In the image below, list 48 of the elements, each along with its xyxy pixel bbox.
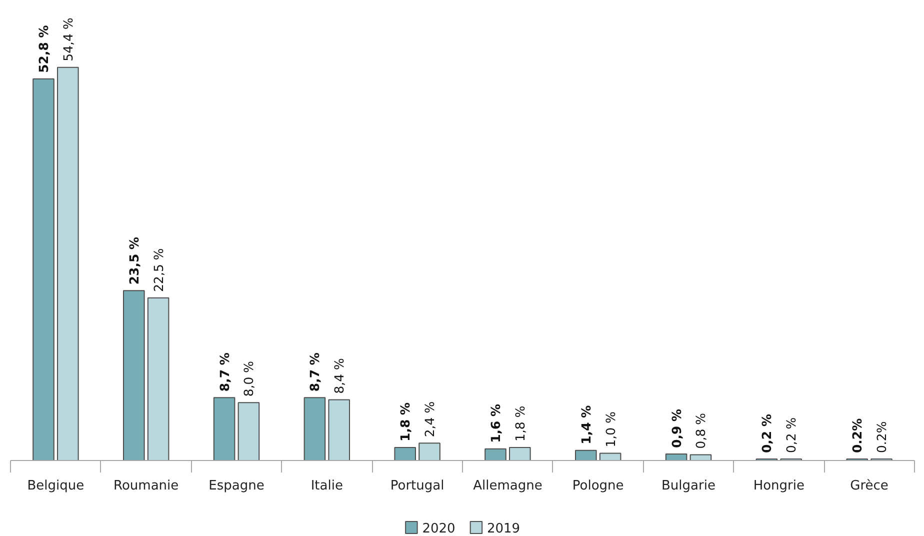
bar: [32, 78, 54, 460]
x-tick-label: Belgique: [27, 478, 84, 494]
bar: [575, 450, 597, 460]
x-tick-label: Roumanie: [114, 478, 179, 494]
x-tick-label: Espagne: [208, 478, 264, 494]
data-label: 0,2 %: [759, 414, 774, 454]
data-label: 8,4 %: [332, 358, 347, 394]
data-label: 8,7 %: [307, 352, 322, 392]
data-label: 52,8 %: [36, 24, 51, 73]
data-label: 0.2%: [850, 418, 865, 454]
bar: [238, 402, 260, 460]
data-label: 23,5 %: [126, 236, 142, 285]
x-tick-label: Pologne: [572, 478, 624, 494]
bar: [665, 453, 688, 460]
data-label: 1,6 %: [488, 403, 503, 443]
x-tick-label: Hongrie: [753, 478, 804, 494]
x-tick-label: Allemagne: [473, 478, 542, 494]
bar: [57, 66, 79, 460]
legend-label: 2020: [422, 522, 456, 536]
bar: [123, 290, 145, 460]
legend-label: 2019: [486, 522, 520, 536]
bar: [394, 446, 416, 460]
bar: [328, 399, 350, 460]
data-label: 1,8 %: [512, 406, 528, 442]
bar: [147, 297, 170, 460]
data-label: 22,5 %: [150, 248, 166, 292]
data-label: 1,4 %: [578, 404, 594, 444]
data-label: 0,8 %: [693, 412, 708, 449]
x-tick-label: Italie: [310, 478, 343, 494]
data-label: 54,4 %: [60, 18, 76, 62]
data-label: 1,0 %: [602, 411, 618, 448]
bar: [599, 452, 622, 460]
bar: [484, 448, 506, 460]
x-tick-label: Grèce: [850, 478, 888, 494]
x-tick-label: Bulgarie: [662, 478, 716, 494]
data-label: 0,9 %: [668, 408, 684, 448]
bar: [418, 442, 440, 460]
data-label: 1,8 %: [398, 402, 413, 442]
bar: [690, 454, 712, 460]
x-tick-label: Portugal: [390, 478, 444, 494]
data-label: 8,0 %: [241, 360, 256, 397]
bar: [509, 446, 531, 460]
data-label: 0,2 %: [784, 417, 799, 454]
data-label: 0.2%: [874, 421, 890, 454]
data-label: 2,4 %: [422, 401, 438, 438]
data-label: 8,7 %: [216, 352, 232, 392]
bar: [213, 397, 236, 460]
bar: [304, 397, 326, 460]
